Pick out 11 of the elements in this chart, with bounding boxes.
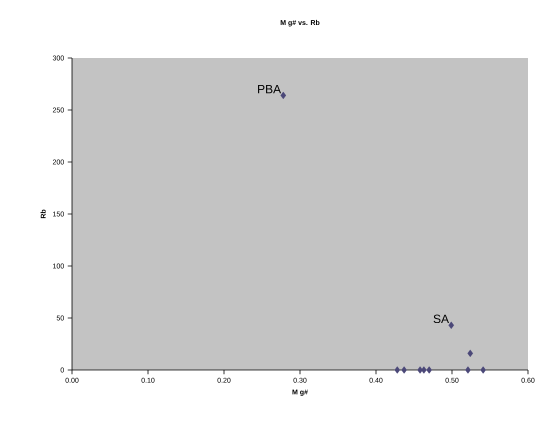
point (394, 366, 400, 374)
annotation: SA (434, 314, 450, 324)
point (401, 366, 407, 374)
point (421, 366, 427, 374)
point (448, 322, 454, 329)
point (480, 366, 486, 374)
point (280, 92, 286, 100)
point (426, 366, 432, 374)
annotation: PBA (258, 84, 282, 94)
point (467, 350, 474, 358)
point (465, 366, 471, 374)
